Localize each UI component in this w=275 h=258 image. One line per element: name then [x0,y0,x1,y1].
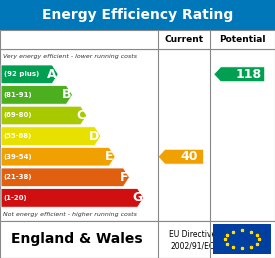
Bar [0,30,275,49]
Text: 118: 118 [236,68,262,81]
Text: F: F [120,171,128,184]
Text: England & Wales: England & Wales [11,232,143,246]
Bar [0,221,275,258]
Text: 2002/91/EC: 2002/91/EC [170,241,214,251]
Text: D: D [89,130,100,143]
Polygon shape [158,149,204,164]
Text: A: A [47,68,57,81]
Text: B: B [62,88,71,101]
Polygon shape [1,127,101,145]
Polygon shape [1,65,58,84]
Bar [0,30,275,49]
Text: Potential: Potential [219,35,266,44]
Text: (69-80): (69-80) [4,112,32,118]
Polygon shape [1,86,72,104]
Bar [213,224,271,254]
Polygon shape [1,168,129,187]
Text: Current: Current [165,35,204,44]
Polygon shape [1,106,87,125]
Polygon shape [1,147,115,166]
Bar [0,0,275,30]
Text: Energy Efficiency Rating: Energy Efficiency Rating [42,8,233,22]
Text: 40: 40 [180,150,198,163]
Text: Not energy efficient - higher running costs: Not energy efficient - higher running co… [3,212,137,217]
Text: Very energy efficient - lower running costs: Very energy efficient - lower running co… [3,54,137,59]
Text: (21-38): (21-38) [4,174,32,180]
Polygon shape [1,189,144,207]
Text: C: C [76,109,85,122]
Text: (39-54): (39-54) [4,154,32,160]
Text: (81-91): (81-91) [4,92,32,98]
Text: EU Directive: EU Directive [169,230,216,239]
Bar [0,49,275,221]
Text: (55-68): (55-68) [4,133,32,139]
Text: E: E [105,150,114,163]
Text: (92 plus): (92 plus) [4,71,39,77]
Text: G: G [132,191,142,204]
Text: (1-20): (1-20) [4,195,28,201]
Polygon shape [214,67,265,82]
